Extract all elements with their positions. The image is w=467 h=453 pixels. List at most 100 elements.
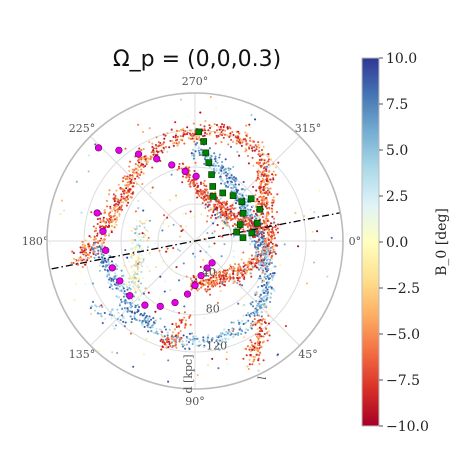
star-point (142, 209, 145, 212)
star-point (142, 157, 145, 160)
star-point (265, 270, 268, 273)
star-point (72, 261, 75, 265)
colorbar-tick-label: 5.0 (386, 143, 408, 159)
star-point (187, 341, 191, 344)
star-point (243, 277, 246, 280)
star-point (223, 216, 227, 219)
star-point (137, 207, 140, 210)
star-point (276, 231, 280, 234)
star-point (267, 238, 270, 242)
star-point (203, 206, 206, 209)
star-point (138, 157, 141, 160)
star-point (231, 279, 234, 282)
star-point (261, 199, 264, 202)
star-point (236, 333, 239, 336)
star-point (267, 247, 270, 250)
star-point (114, 194, 117, 198)
green-marker (208, 171, 215, 178)
star-point (213, 269, 216, 272)
star-point (168, 146, 171, 149)
star-point (93, 309, 97, 312)
star-point (176, 138, 179, 141)
star-point (206, 192, 210, 195)
star-point (258, 146, 261, 149)
star-point (262, 359, 265, 362)
star-point (203, 162, 206, 165)
star-point (232, 333, 235, 336)
green-marker (209, 193, 217, 200)
star-point (259, 307, 262, 310)
star-point (168, 328, 171, 331)
star-point (127, 260, 130, 263)
star-point (222, 165, 225, 169)
star-point (200, 213, 203, 216)
star-point (110, 278, 113, 281)
star-point (142, 353, 146, 356)
star-point (173, 328, 177, 331)
star-point (175, 132, 178, 135)
star-point (155, 327, 158, 330)
star-point (264, 196, 268, 200)
star-point (258, 298, 261, 302)
star-point (142, 277, 145, 280)
star-point (154, 310, 157, 313)
star-point (127, 183, 131, 186)
star-point (251, 225, 254, 228)
star-point (270, 238, 273, 242)
star-point (229, 210, 232, 213)
star-point (124, 190, 127, 194)
star-point (167, 359, 170, 362)
star-point (204, 131, 207, 135)
star-point (251, 312, 254, 315)
magenta-marker (102, 246, 110, 254)
star-point (124, 147, 127, 150)
star-point (90, 305, 93, 308)
star-point (183, 326, 186, 329)
star-point (226, 214, 229, 217)
magenta-marker (94, 144, 103, 152)
star-point (267, 282, 270, 285)
star-point (218, 128, 221, 131)
star-point (106, 219, 109, 222)
star-point (164, 328, 168, 331)
star-point (225, 202, 228, 205)
star-point (219, 290, 222, 293)
star-point (198, 340, 201, 343)
star-point (222, 132, 225, 135)
star-point (250, 262, 253, 265)
star-point (112, 193, 115, 196)
star-point (242, 357, 245, 360)
star-point (155, 330, 158, 333)
star-point (276, 353, 279, 356)
star-point (267, 252, 270, 255)
star-point (223, 271, 227, 274)
star-point (145, 163, 148, 166)
star-point (74, 259, 77, 262)
star-point (131, 177, 134, 180)
star-point (284, 325, 287, 328)
star-point (138, 305, 141, 309)
star-point (261, 230, 264, 233)
star-point (258, 314, 261, 317)
star-point (248, 123, 251, 126)
star-point (214, 155, 217, 158)
star-point (182, 129, 185, 132)
star-point (186, 126, 189, 129)
star-point (76, 263, 79, 266)
star-point (178, 311, 181, 314)
star-point (95, 305, 98, 308)
star-point (196, 374, 199, 377)
star-point (242, 336, 245, 339)
star-point (152, 331, 155, 334)
star-point (260, 324, 263, 327)
star-point (193, 276, 196, 279)
star-point (120, 209, 123, 212)
star-point (231, 184, 234, 187)
star-point (223, 219, 226, 222)
star-point (241, 319, 244, 322)
star-point (242, 207, 245, 210)
star-point (120, 200, 123, 204)
star-point (177, 331, 180, 335)
star-point (121, 180, 125, 183)
star-point (98, 264, 101, 267)
